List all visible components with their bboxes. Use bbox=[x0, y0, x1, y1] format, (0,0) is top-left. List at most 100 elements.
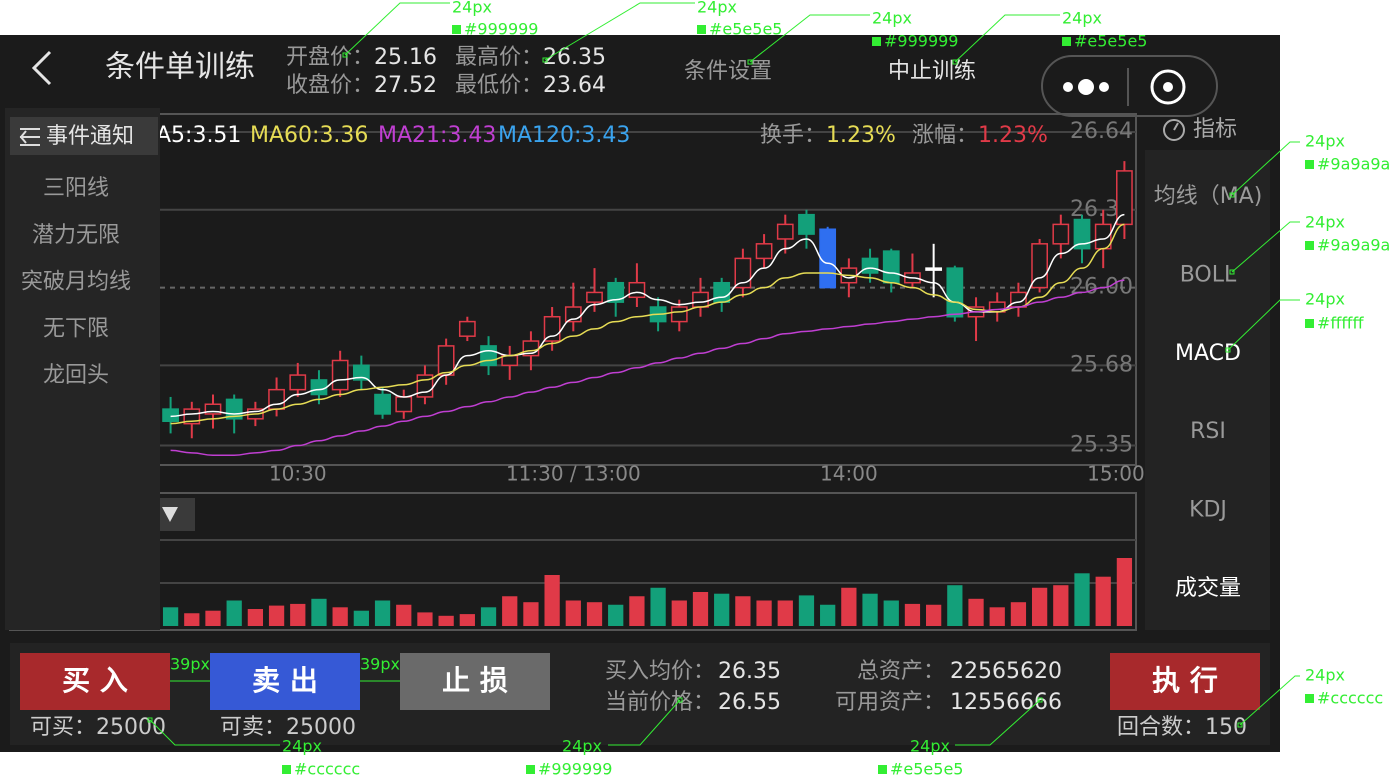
annotation-size: 24px bbox=[562, 737, 602, 756]
annotation-leader bbox=[1231, 221, 1300, 273]
event-item[interactable]: 突破月均线 bbox=[21, 270, 131, 295]
event-item[interactable]: 潜力无限 bbox=[32, 223, 120, 248]
candle-body bbox=[458, 320, 476, 337]
candle-body bbox=[204, 403, 222, 415]
volume-toggle[interactable] bbox=[160, 498, 195, 531]
volume-bar bbox=[862, 593, 878, 626]
buy-button[interactable] bbox=[20, 653, 170, 710]
event-item[interactable]: 龙回头 bbox=[43, 363, 109, 388]
sell-button[interactable] bbox=[210, 653, 360, 710]
annotation-leader bbox=[955, 699, 1041, 746]
volume-bar bbox=[608, 604, 624, 626]
volume-bar bbox=[565, 600, 581, 626]
total-assets-label: 总资产： bbox=[857, 659, 945, 684]
annotation-leader bbox=[1231, 141, 1300, 196]
annotation-anchor bbox=[1237, 722, 1243, 728]
event-item[interactable]: 无下限 bbox=[43, 316, 109, 341]
indicator-item[interactable]: BOLL bbox=[1180, 262, 1237, 287]
annotation-leader bbox=[608, 699, 681, 746]
indicator-item[interactable]: KDJ bbox=[1189, 498, 1227, 523]
volume-bar bbox=[947, 585, 963, 626]
y-tick-label: 25.35 bbox=[1070, 433, 1133, 458]
annotation-swatch bbox=[1305, 160, 1314, 169]
stop-training[interactable]: 中止训练 bbox=[888, 59, 976, 84]
toggle-icon bbox=[162, 507, 178, 522]
annotation-color: #999999 bbox=[884, 32, 958, 51]
volume-bar bbox=[841, 587, 857, 626]
stop-button[interactable] bbox=[400, 653, 550, 710]
volume-bar bbox=[226, 600, 242, 626]
volume-bar bbox=[756, 600, 772, 626]
stat: 最高价：26.35 bbox=[455, 45, 606, 70]
annotation-swatch bbox=[1305, 241, 1314, 250]
annotation-leader bbox=[1239, 675, 1300, 726]
volume-bar bbox=[502, 596, 518, 626]
volume-bar bbox=[714, 593, 730, 626]
annotations: 24px #999999 24px #e5e5e5 24px #999999 24px #e5… bbox=[147, 0, 1390, 778]
y-tick-label: 25.68 bbox=[1070, 352, 1133, 377]
volume-bar bbox=[904, 603, 921, 626]
annotation-size: 24px bbox=[1305, 132, 1345, 151]
volume-bar bbox=[353, 610, 369, 626]
annotation-size: 24px bbox=[872, 9, 912, 28]
annotation-size: 24px bbox=[282, 737, 322, 756]
capsule-menu[interactable] bbox=[1041, 55, 1218, 117]
volume-bar bbox=[586, 602, 603, 626]
candle-body bbox=[162, 408, 179, 423]
available-assets-label: 可用资产： bbox=[835, 690, 945, 715]
annotation-size: 24px bbox=[697, 0, 737, 17]
volume-bar bbox=[777, 600, 793, 626]
indicator-item[interactable]: MACD bbox=[1175, 341, 1241, 366]
annotation-anchor bbox=[1229, 269, 1235, 275]
volume-bar bbox=[1095, 576, 1111, 626]
candle-body bbox=[798, 213, 815, 235]
stop-label: 止 损 bbox=[442, 664, 508, 697]
candle-body bbox=[628, 281, 646, 299]
annotation-color: #cccccc bbox=[1317, 689, 1383, 708]
volume-bar bbox=[883, 600, 899, 626]
annotation-anchor bbox=[147, 717, 153, 723]
candle-body bbox=[374, 393, 391, 415]
candle-body bbox=[480, 345, 497, 367]
ma-line bbox=[170, 213, 1125, 418]
annotation-anchor bbox=[1037, 697, 1043, 703]
indicator-icon bbox=[1173, 122, 1179, 131]
candle-body bbox=[670, 306, 688, 323]
annotation-color: #e5e5e5 bbox=[709, 20, 782, 39]
condition-settings[interactable]: 条件设置 bbox=[684, 59, 772, 84]
volume-bar bbox=[480, 607, 497, 626]
annotation-swatch bbox=[526, 765, 535, 774]
annotation-anchor bbox=[1229, 192, 1235, 198]
volume-bar bbox=[374, 600, 391, 626]
annotation-color: #999999 bbox=[464, 20, 538, 39]
indicator-item[interactable]: 均线（MA) bbox=[1154, 184, 1263, 209]
can-sell: 可卖：25000 bbox=[220, 715, 356, 740]
back-button[interactable] bbox=[31, 50, 52, 86]
x-tick-label: 15:00 bbox=[1087, 462, 1145, 486]
annotation-leader bbox=[954, 14, 1060, 63]
event-item[interactable]: 三阳线 bbox=[43, 176, 109, 201]
annotation-color: #cccccc bbox=[294, 760, 360, 778]
candle-body bbox=[289, 374, 307, 391]
event-title: 事件通知 bbox=[46, 124, 134, 149]
execute-button[interactable] bbox=[1110, 653, 1260, 710]
volume-bar bbox=[926, 604, 942, 626]
current-price: 26.55 bbox=[718, 690, 781, 715]
candle-body bbox=[734, 257, 752, 289]
volume-bar bbox=[1074, 573, 1090, 626]
candle-body bbox=[607, 281, 625, 303]
indicator-item[interactable]: RSI bbox=[1190, 419, 1226, 444]
indicator-item[interactable]: 成交量 bbox=[1175, 576, 1241, 601]
annotation-color: #e5e5e5 bbox=[890, 760, 963, 778]
avg-price: 26.35 bbox=[718, 659, 781, 684]
stat: 开盘价：25.16 bbox=[286, 45, 437, 70]
sell-label: 卖 出 bbox=[252, 664, 318, 697]
current-price-label: 当前价格： bbox=[605, 690, 715, 715]
candle-body bbox=[776, 223, 794, 240]
candle-body bbox=[1073, 218, 1091, 250]
turnover: 换手：1.23% bbox=[760, 123, 896, 148]
event-panel bbox=[5, 108, 160, 630]
candle-body bbox=[310, 379, 328, 396]
annotation-swatch bbox=[1305, 694, 1314, 703]
event-icon bbox=[19, 128, 40, 146]
